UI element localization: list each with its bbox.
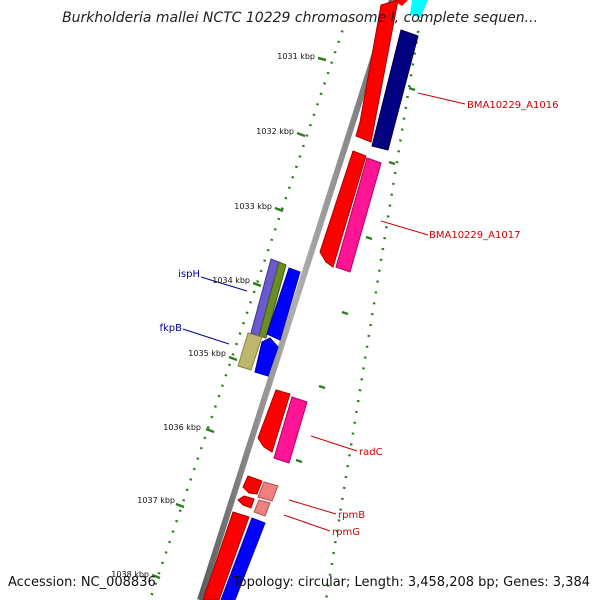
tick-label-1034: 1034 kbp <box>212 276 250 285</box>
tick-label-1033: 1033 kbp <box>234 202 272 211</box>
gene-label-rpmg[interactable]: rpmG <box>332 527 360 538</box>
gene-label-bma1017[interactable]: BMA10229_A1017 <box>429 230 520 241</box>
cds-bma1016-forward[interactable] <box>355 0 399 143</box>
backbone-circle <box>197 0 395 600</box>
tick-1035 <box>228 355 238 362</box>
cds-rpmb-red[interactable] <box>242 475 263 495</box>
cds-bma1017-pink[interactable] <box>335 157 382 273</box>
cds-fkpb-blue[interactable] <box>254 337 279 377</box>
accession-text: Accession: NC_008836 <box>8 575 156 590</box>
cds-radc-pink[interactable] <box>273 396 308 464</box>
tick-1031 <box>317 56 327 62</box>
tick-label-1037: 1037 kbp <box>137 496 175 505</box>
inner-dotted-ring <box>148 19 348 600</box>
tick-label-1031: 1031 kbp <box>277 52 315 61</box>
gene-label-bma1016[interactable]: BMA10229_A1016 <box>467 100 558 111</box>
tick-1036 <box>205 427 215 434</box>
tick-label-1032: 1032 kbp <box>256 127 294 136</box>
tick-1038 <box>151 573 161 580</box>
tick-1037 <box>175 502 185 509</box>
cds-isph-blue[interactable] <box>266 267 301 341</box>
gene-label-fkpb[interactable]: fkpB <box>159 323 182 334</box>
tick-1033 <box>274 206 284 213</box>
genome-summary-text: Topology: circular; Length: 3,458,208 bp… <box>232 575 590 590</box>
gene-label-isph[interactable]: ispH <box>178 269 200 280</box>
cds-bma1017-red[interactable] <box>319 150 367 268</box>
cds-bottom-blue <box>220 517 266 600</box>
cds-isph-olive[interactable] <box>258 261 287 339</box>
tick-label-1038: 1038 kbp <box>111 570 149 579</box>
cds-bottom-red <box>202 511 250 600</box>
tick-1032 <box>296 131 306 138</box>
outer-tick-marks <box>295 86 416 464</box>
gene-label-rpmb[interactable]: rpmB <box>338 510 365 521</box>
cds-fkpb-khaki[interactable] <box>237 332 263 371</box>
tick-label-1035: 1035 kbp <box>188 349 226 358</box>
gene-label-radc[interactable]: radC <box>359 447 383 458</box>
map-title: Burkholderia mallei NCTC 10229 chromosom… <box>62 10 538 26</box>
cds-rpmg-red[interactable] <box>237 495 255 509</box>
cds-rpmg-salmon[interactable] <box>253 499 271 517</box>
gene-callouts <box>182 92 466 532</box>
cds-radc-red[interactable] <box>257 389 291 453</box>
tick-label-1036: 1036 kbp <box>163 423 201 432</box>
tick-1034 <box>252 281 262 288</box>
cds-bma1016-navy[interactable] <box>371 29 419 151</box>
cds-rpmb-salmon[interactable] <box>257 481 279 502</box>
cds-cyan <box>410 0 428 18</box>
tick-marks <box>151 56 327 580</box>
